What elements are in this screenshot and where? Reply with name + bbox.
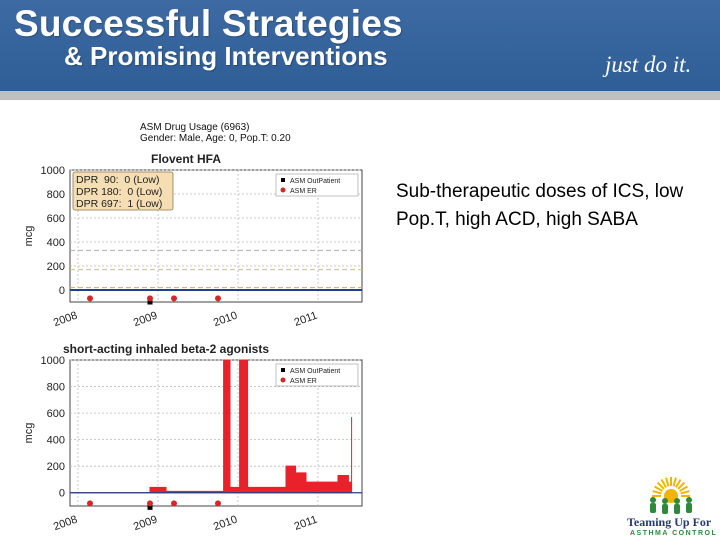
logo-text-line1: Teaming Up For <box>627 515 712 529</box>
er-marker <box>215 500 221 507</box>
tagline: just do it. <box>605 52 692 77</box>
y-tick-label: 400 <box>47 237 65 249</box>
legend-marker-outpatient <box>281 178 285 182</box>
x-tick-label: 2008 <box>52 514 79 530</box>
dpr-annotation-box <box>72 171 174 211</box>
legend-marker-er <box>280 187 286 193</box>
legend-box <box>275 363 359 387</box>
outpatient-marker <box>147 504 153 510</box>
slide-header: Successful Strategies & Promising Interv… <box>0 0 720 91</box>
teaming-up-logo: Teaming Up For ASTHMA CONTROL <box>625 474 717 538</box>
y-tick-label: 800 <box>47 189 65 201</box>
dpr-annotation-line: DPR 90: 0 (Low) <box>76 174 159 186</box>
chart-title: Flovent HFA <box>151 152 221 166</box>
y-tick-label: 200 <box>47 461 65 473</box>
logo-figures-icon <box>650 477 692 514</box>
er-marker <box>171 500 177 507</box>
er-marker <box>87 500 93 507</box>
dpr-annotation-line: DPR 697: 1 (Low) <box>76 198 162 210</box>
er-marker <box>147 295 153 302</box>
slide-subtitle: & Promising Interventions <box>64 41 388 71</box>
x-tick-label: 2011 <box>293 310 319 329</box>
legend-label: ASM OutPatient <box>290 368 340 375</box>
slide-title: Successful Strategies <box>14 3 403 44</box>
figure-title-line2: Gender: Male, Age: 0, Pop.T: 0.20 <box>140 133 291 144</box>
y-tick-label: 1000 <box>41 355 65 367</box>
legend-label: ASM ER <box>290 188 317 195</box>
er-marker <box>87 295 93 302</box>
logo-text-line2: ASTHMA CONTROL <box>630 530 718 537</box>
y-tick-label: 1000 <box>41 165 65 177</box>
er-marker <box>215 295 221 302</box>
slide-body-text: Sub-therapeutic doses of ICS, low Pop.T,… <box>396 181 684 230</box>
y-tick-label: 600 <box>47 408 65 420</box>
saba-area <box>70 359 353 494</box>
figure-title-line1: ASM Drug Usage (6963) <box>140 122 250 133</box>
er-marker <box>171 295 177 302</box>
legend-box <box>275 173 359 197</box>
y-tick-label: 0 <box>59 488 65 500</box>
y-tick-label: 400 <box>47 435 65 447</box>
outpatient-marker <box>147 299 153 305</box>
legend-label: ASM OutPatient <box>290 178 340 185</box>
dpr-annotation-line: DPR 180: 0 (Low) <box>76 186 162 198</box>
x-tick-label: 2010 <box>212 310 239 330</box>
legend-label: ASM ER <box>290 378 317 385</box>
x-tick-label: 2010 <box>212 514 239 530</box>
saba-chart: short-acting inhaled beta-2 agonists 0 200… <box>23 342 363 530</box>
x-tick-label: 2008 <box>52 310 79 330</box>
x-tick-label: 2009 <box>132 310 159 330</box>
x-tick-label: 2011 <box>293 514 319 530</box>
y-axis-label: mcg <box>23 226 35 247</box>
legend-marker-outpatient <box>281 368 285 372</box>
x-tick-label: 2009 <box>132 514 159 530</box>
flovent-chart: Flovent HFA 0 200 400 600 800 1000 2008 2009 2010… <box>23 152 363 330</box>
header-divider <box>0 91 720 100</box>
y-tick-label: 600 <box>47 213 65 225</box>
y-tick-label: 800 <box>47 382 65 394</box>
chart-title: short-acting inhaled beta-2 agonists <box>63 342 269 356</box>
er-marker <box>147 500 153 507</box>
figure-title: ASM Drug Usage (6963) Gender: Male, Age:… <box>140 122 291 144</box>
legend-marker-er <box>280 377 286 383</box>
y-tick-label: 200 <box>47 261 65 273</box>
y-axis-label: mcg <box>23 423 35 444</box>
y-tick-label: 0 <box>59 285 65 297</box>
